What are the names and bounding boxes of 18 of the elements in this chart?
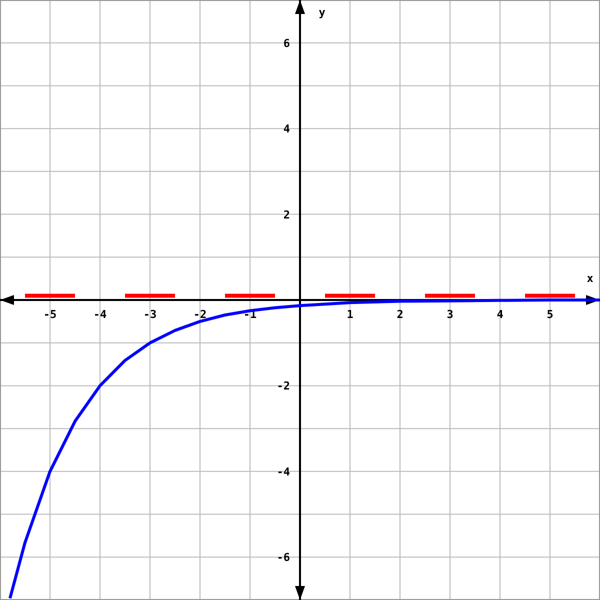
x-axis-title: x	[586, 272, 594, 285]
line-series	[8, 298, 600, 600]
y-tick-label: 6	[283, 36, 290, 50]
y-tick-label: -6	[276, 551, 290, 564]
y-tick-label: -2	[276, 380, 290, 393]
x-tick-label: -3	[143, 308, 157, 321]
y-tick-label: 4	[283, 122, 290, 136]
x-tick-label: -4	[93, 308, 107, 321]
x-tick-label: -5	[43, 308, 57, 321]
x-tick-label: 1	[346, 308, 354, 321]
y-tick-label: -4	[276, 465, 290, 478]
x-tick-label: 3	[446, 308, 454, 321]
x-tick-label: 5	[546, 308, 554, 321]
x-tick-label: 4	[496, 308, 504, 321]
y-tick-label: 2	[283, 208, 290, 222]
x-tick-label: -2	[193, 308, 207, 321]
x-tick-label: 2	[396, 308, 404, 321]
y-axis-title: y	[318, 6, 326, 19]
